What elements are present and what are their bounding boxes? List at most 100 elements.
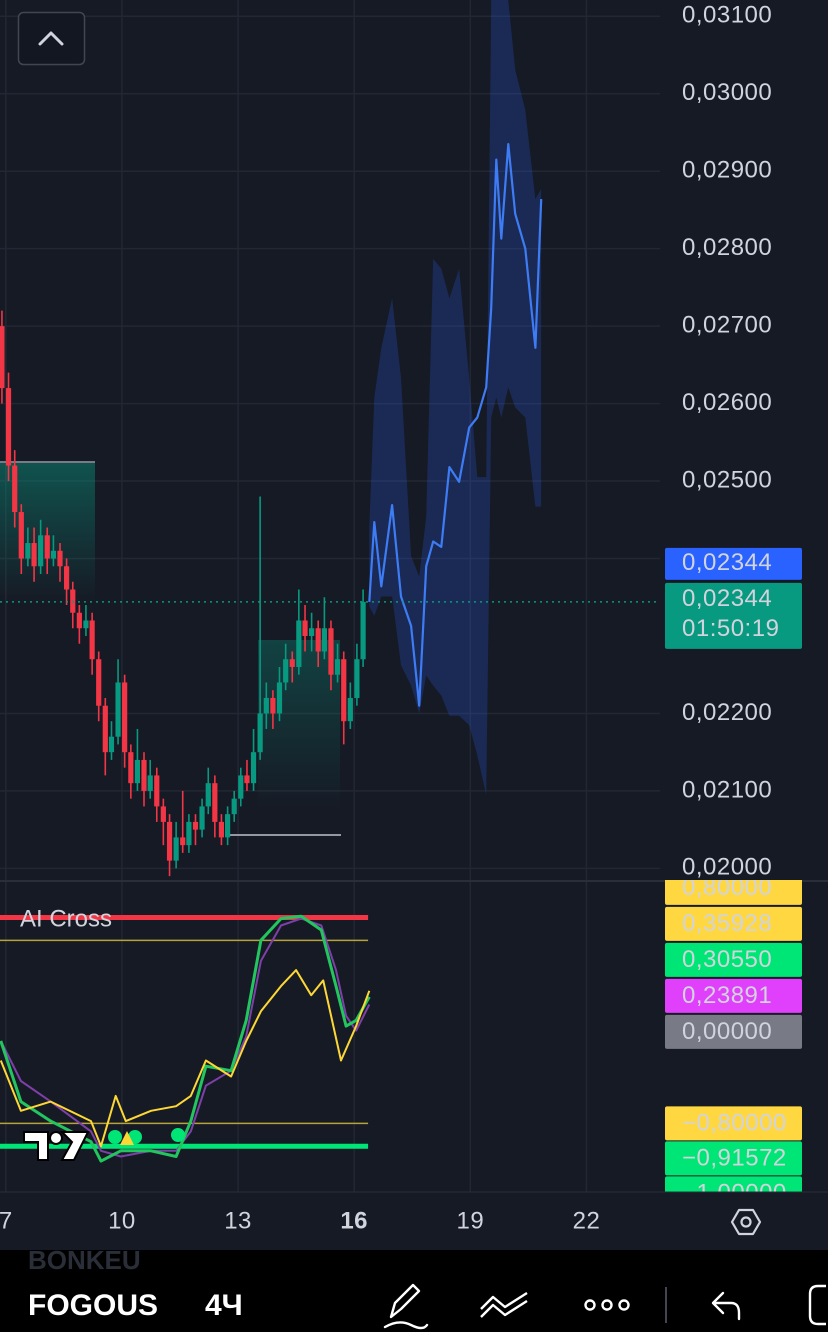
more-tools-button[interactable] (808, 1284, 826, 1326)
indicator-badge-label: −0,91572 (682, 1145, 787, 1172)
candle-body (76, 612, 82, 629)
candle-body (115, 682, 121, 737)
y-tick-label: 0,02600 (682, 389, 772, 416)
indicator-badge (665, 1176, 802, 1192)
logo[interactable] (23, 1131, 90, 1161)
indicator-badge-label: 0,30550 (682, 946, 772, 973)
indicator-badge (665, 906, 802, 941)
draw-button[interactable] (383, 1283, 429, 1330)
indicator-badge (665, 978, 802, 1013)
candle-body (347, 697, 353, 722)
forecast-line (368, 143, 543, 707)
candle-body (122, 682, 128, 753)
candle-body (63, 566, 70, 590)
countdown: 01:50:19 (682, 615, 779, 642)
signals (108, 1128, 185, 1145)
candle-body (334, 659, 341, 675)
indicator-badge-label: 0,23891 (682, 982, 772, 1009)
candle-body (270, 697, 276, 714)
y-tick-label: 0,03000 (682, 79, 772, 106)
candle-body (160, 806, 166, 822)
y-tick-label: 0,02500 (682, 466, 772, 493)
candle-body (25, 543, 31, 559)
indicator-badge (665, 1014, 802, 1049)
candle-body (296, 620, 302, 667)
candle-body (354, 659, 360, 698)
candle-body (96, 659, 102, 706)
x-tick-label: 16 (340, 1207, 368, 1234)
lines-button[interactable] (480, 1291, 528, 1318)
x-tick-label: 13 (224, 1207, 252, 1234)
candle-body (38, 535, 44, 567)
candle-body (341, 659, 347, 722)
last-price-label: 0,02344 (682, 585, 772, 612)
candle-body (173, 837, 179, 861)
candle-body (238, 775, 244, 799)
indicator-badge (665, 880, 802, 905)
time-axis-labels: 7 10 13 16 19 22 (0, 1207, 600, 1234)
forecast-price-label: 0,02344 (682, 549, 772, 576)
y-tick-label: 0,02000 (682, 854, 772, 881)
candle-body (218, 821, 225, 838)
y-tick-label: 0,02700 (682, 311, 772, 338)
candle-body (147, 775, 153, 791)
y-tick-label: 0,02800 (682, 234, 772, 261)
x-tick-label: 10 (108, 1207, 136, 1234)
candle-body (360, 601, 366, 660)
y-tick-label: 0,03100 (682, 2, 772, 29)
collapse-button[interactable] (17, 11, 86, 66)
signal-triangle (120, 1131, 134, 1145)
more-button[interactable] (584, 1299, 630, 1311)
watermark: BONKEU (28, 1245, 141, 1275)
candle-body (108, 736, 115, 753)
signal-dot (171, 1128, 185, 1142)
time-axis (0, 1192, 828, 1250)
forecast-price-badge (665, 547, 802, 580)
candle-body (18, 512, 24, 559)
candle-body (186, 821, 192, 846)
candle-body (141, 759, 147, 791)
price-axis: 0,03100 0,03000 0,02900 0,02800 0,02700 0,026… (665, 2, 802, 881)
candle-body (302, 620, 308, 636)
settings-button[interactable] (730, 1208, 762, 1236)
candle-body (321, 628, 327, 652)
interval[interactable]: 4Ч (205, 1289, 243, 1322)
candle-body (83, 620, 89, 629)
indicator-axis: 0,80000 0,35928 0,30550 0,23891 0,00000 −0,80… (665, 880, 802, 1207)
y-tick-label: 0,02200 (682, 699, 772, 726)
candle-body (89, 620, 95, 660)
candle-body (70, 589, 76, 613)
indicator-badge-label: −1,00000 (682, 1180, 787, 1207)
candle-body (257, 713, 263, 753)
x-tick-label: 7 (0, 1207, 13, 1234)
candle-body (44, 535, 50, 559)
undo-button[interactable] (711, 1291, 741, 1321)
candle-body (244, 775, 250, 784)
candle-body (192, 821, 199, 830)
indicator-badge (665, 942, 802, 977)
candle-body (199, 806, 205, 830)
last-price-badge (665, 582, 802, 649)
toolbar (0, 1250, 828, 1332)
candle-body (128, 752, 134, 784)
candle-body (166, 821, 173, 861)
candle-body (283, 659, 289, 683)
candle-body (50, 550, 57, 559)
y-tick-label: 0,02100 (682, 776, 772, 803)
x-tick-label: 19 (456, 1207, 484, 1234)
indicator-line (0, 917, 371, 1158)
candle-body (180, 837, 186, 846)
indicator-badge-label: 0,35928 (682, 910, 772, 937)
candle-body (263, 697, 269, 714)
x-tick-label: 22 (573, 1207, 601, 1234)
symbol[interactable]: FOGOUS (28, 1289, 158, 1322)
indicator-title: AI Cross (20, 905, 112, 932)
candle-body (250, 752, 257, 784)
candle-body (57, 550, 63, 567)
indicator-badge (665, 1106, 802, 1141)
candle-body (154, 775, 160, 807)
candle-body (231, 798, 237, 815)
candle-body (0, 326, 5, 389)
